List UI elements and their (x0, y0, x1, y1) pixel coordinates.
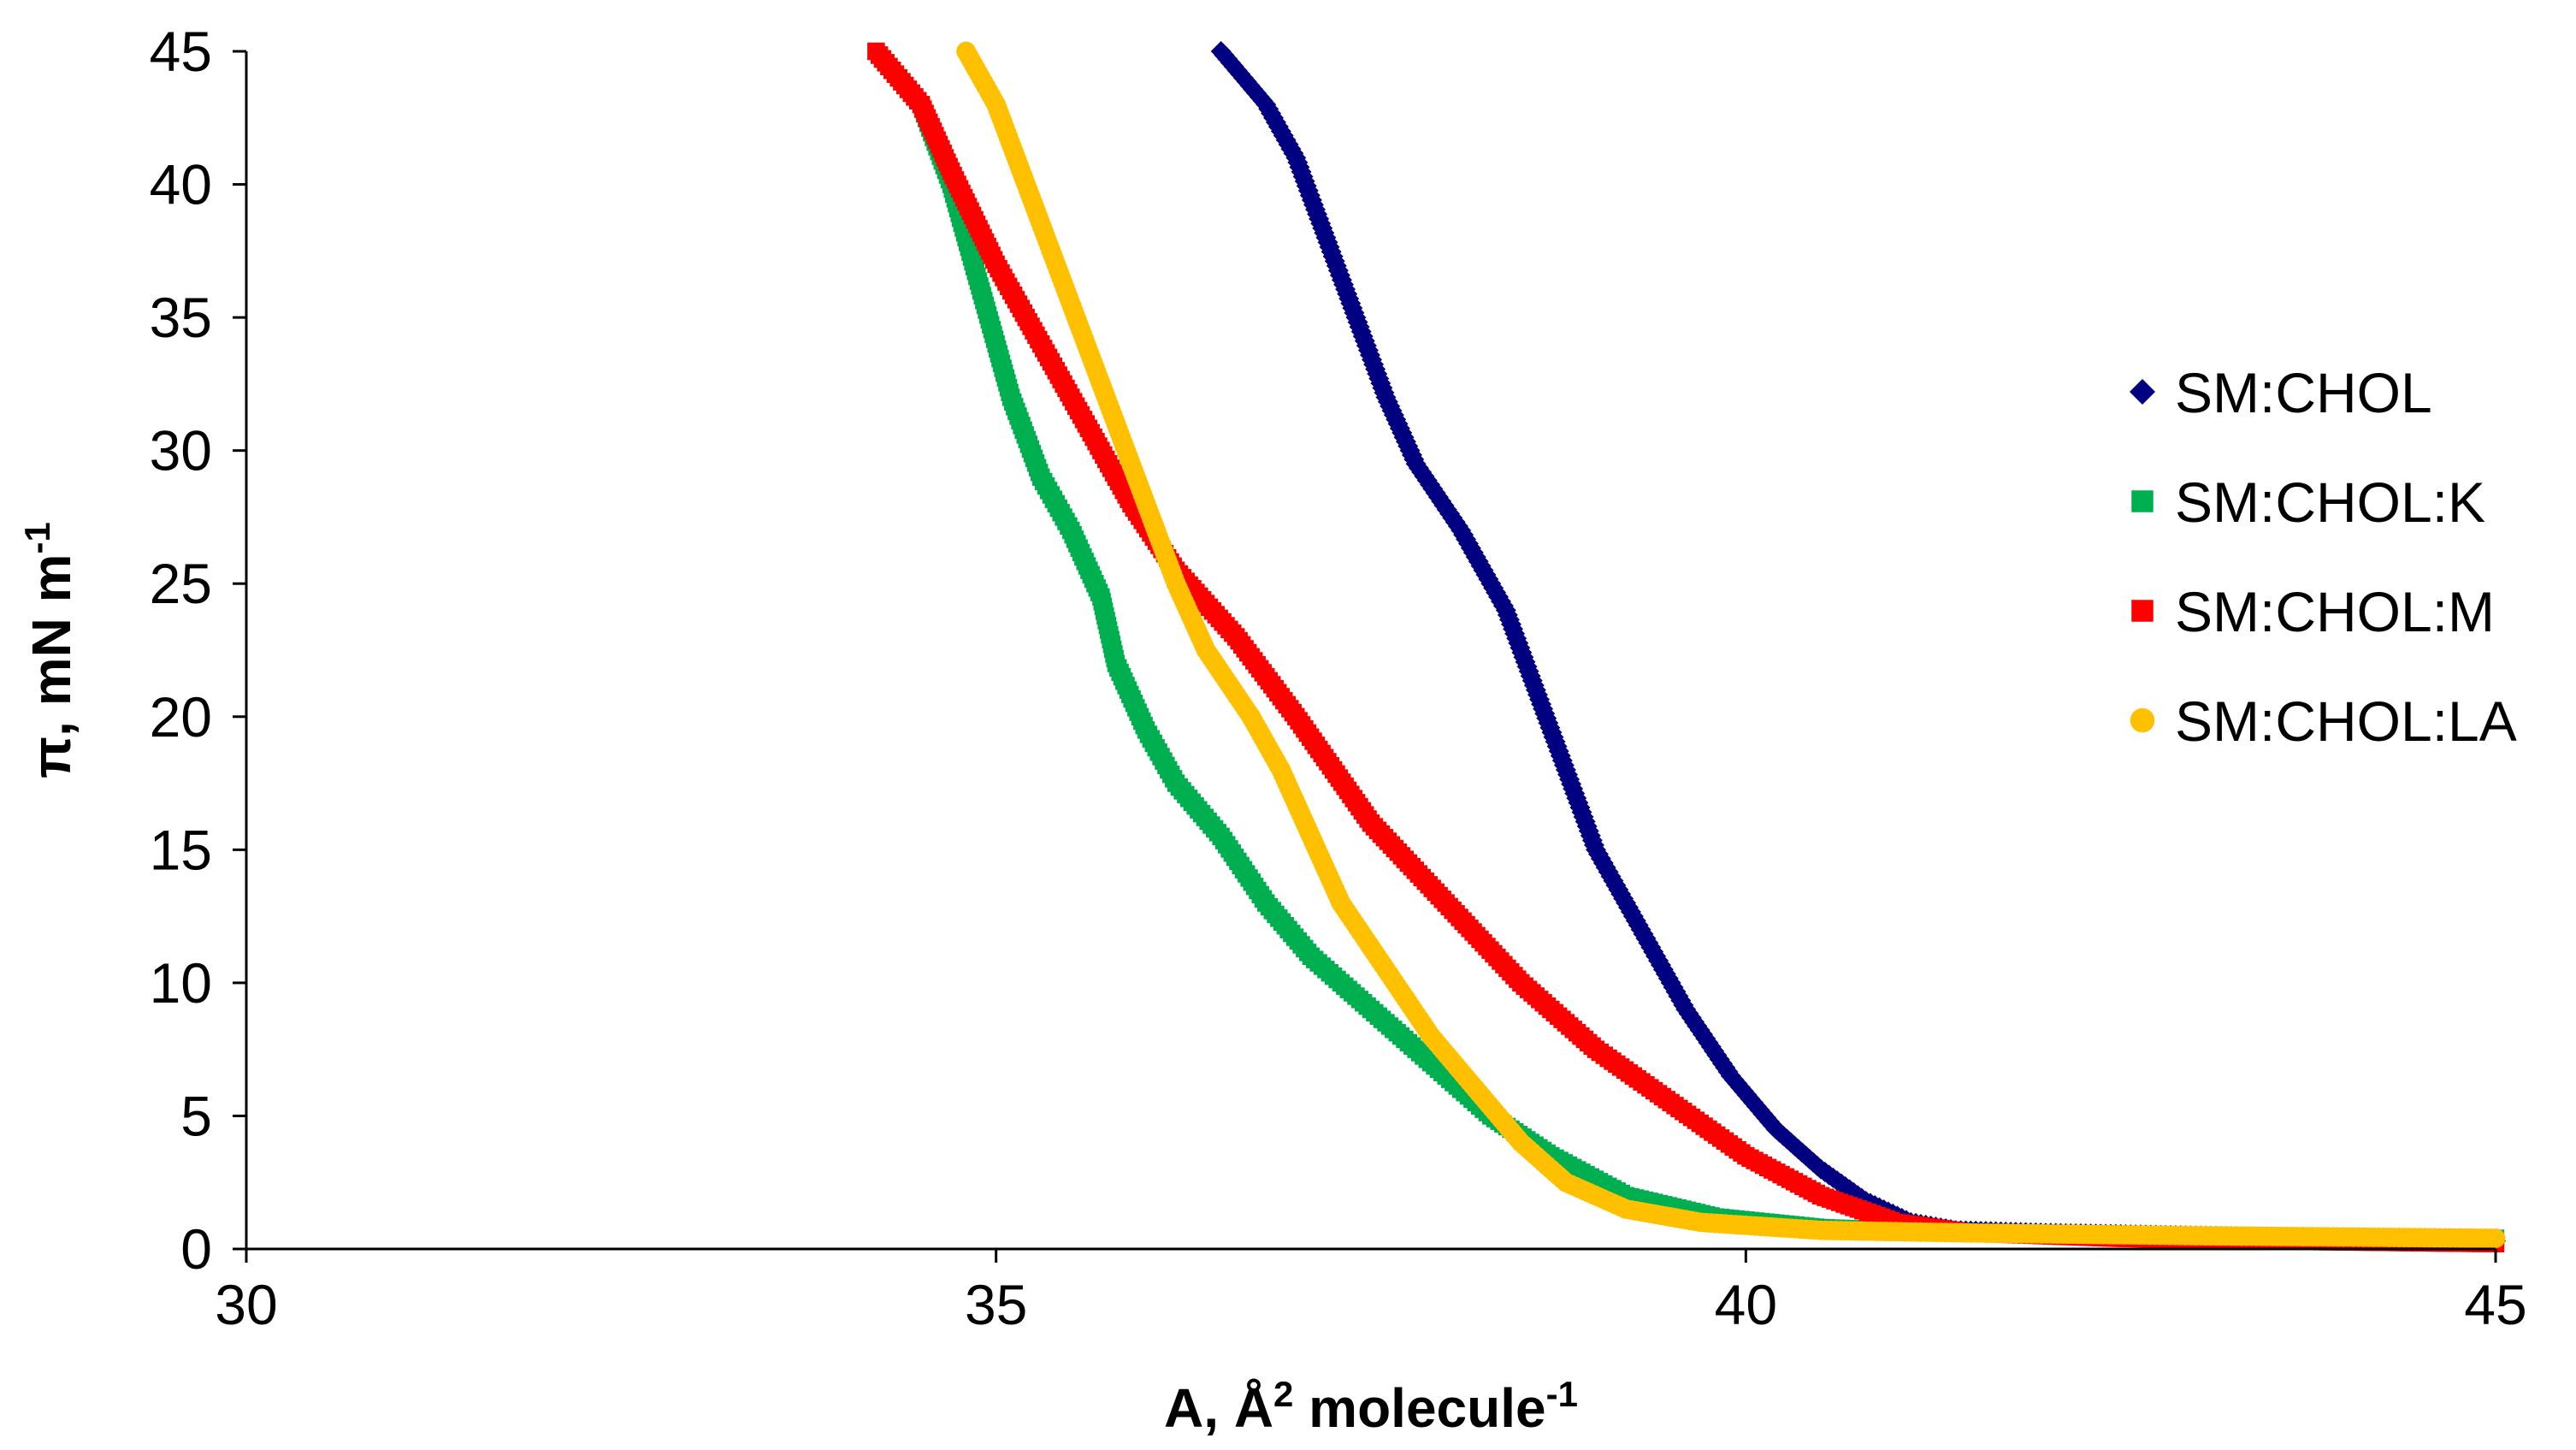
legend-label: SM:CHOL:M (2175, 580, 2495, 643)
series-sm-chol (1210, 41, 2506, 1252)
series-sm-chol-la (956, 41, 2506, 1248)
data-point (2485, 1228, 2506, 1248)
y-ticks: 0 5 10 15 20 25 30 35 40 45 (150, 20, 246, 1281)
y-tick-label: 45 (150, 20, 212, 83)
x-tick-label: 45 (2464, 1273, 2526, 1336)
y-tick-label: 5 (180, 1084, 212, 1147)
y-tick-label: 0 (180, 1217, 212, 1281)
x-tick-label: 35 (965, 1273, 1027, 1336)
y-tick-label: 30 (150, 419, 212, 482)
y-tick-label: 35 (150, 286, 212, 349)
y-tick-label: 20 (150, 685, 212, 749)
y-tick-label: 40 (150, 153, 212, 216)
legend-marker (2130, 707, 2155, 733)
x-tick-label: 40 (1715, 1273, 1777, 1336)
legend-label: SM:CHOL:LA (2175, 689, 2517, 753)
series-sm-chol-k (867, 42, 2505, 1247)
legend-item: SM:CHOL:K (2131, 471, 2485, 534)
x-ticks: 30 35 40 45 (215, 1249, 2527, 1336)
y-tick-label: 10 (150, 951, 212, 1015)
y-axis-title: π, mN m-1 (17, 522, 82, 778)
x-axis-title: A, Å2 molecule-1 (1164, 1374, 1578, 1439)
legend-marker (2131, 600, 2154, 622)
legend: SM:CHOL SM:CHOL:K SM:CHOL:M SM:CHOL:LA (2130, 361, 2517, 753)
legend-item: SM:CHOL (2130, 361, 2432, 424)
y-tick-label: 15 (150, 818, 212, 881)
legend-item: SM:CHOL:LA (2130, 689, 2517, 753)
legend-marker (2131, 490, 2154, 512)
x-tick-label: 30 (215, 1273, 277, 1336)
y-tick-label: 25 (150, 552, 212, 615)
legend-label: SM:CHOL:K (2175, 471, 2485, 534)
series-layer (867, 41, 2506, 1252)
legend-label: SM:CHOL (2175, 361, 2432, 424)
legend-marker (2130, 379, 2155, 405)
legend-item: SM:CHOL:M (2131, 580, 2495, 643)
